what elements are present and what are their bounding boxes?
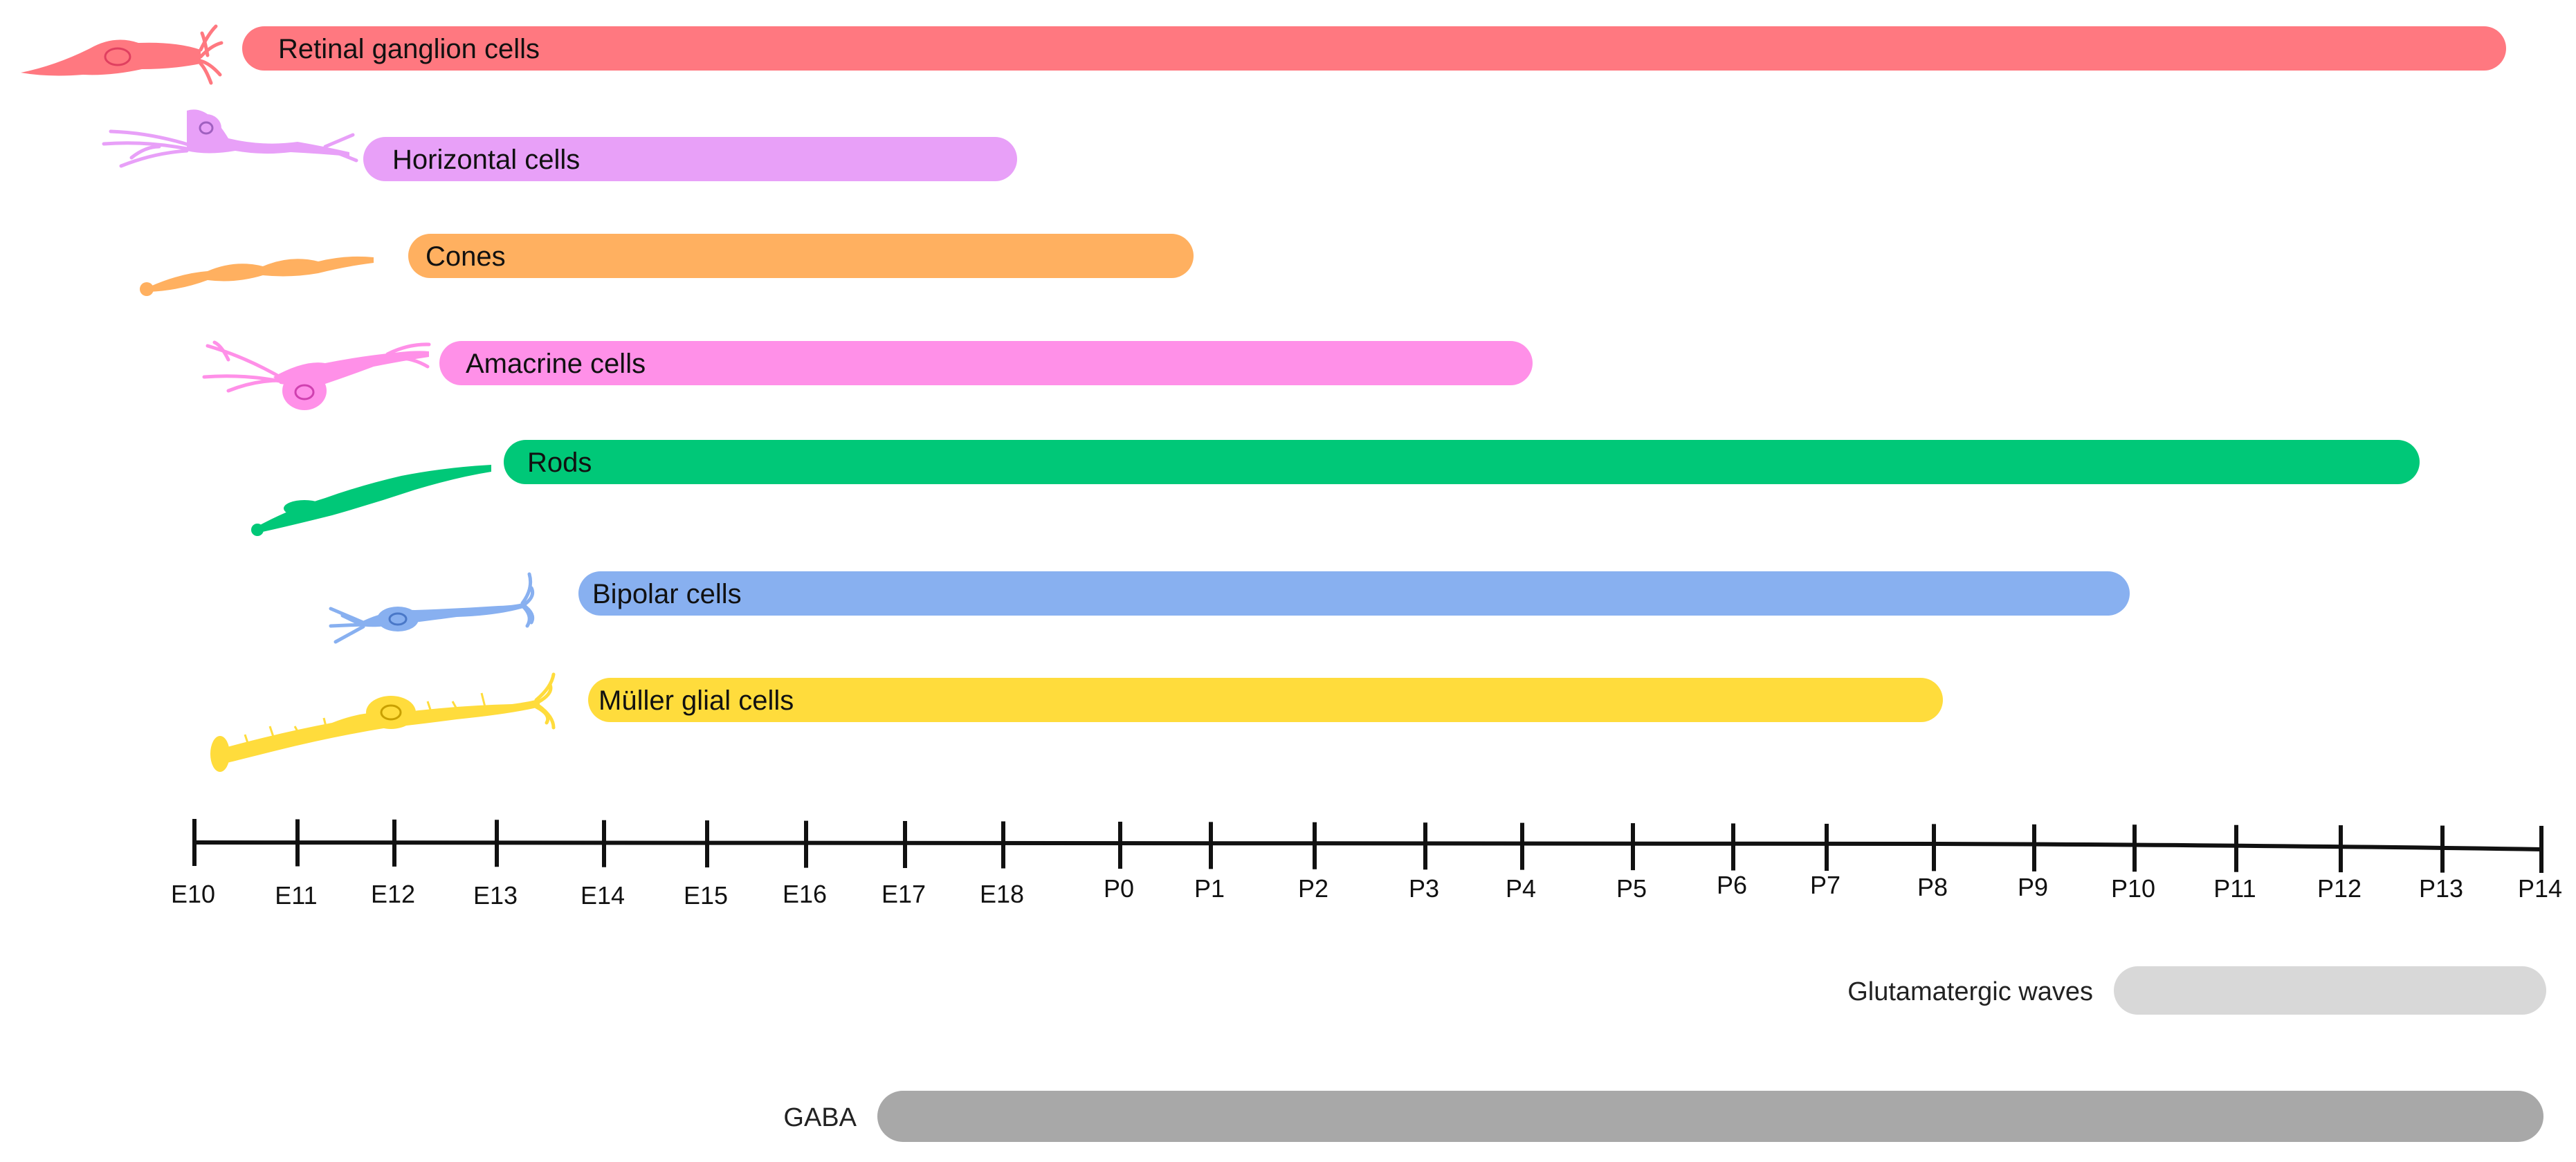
time-axis: E10 E11 E12 E13 E14 E15 E16 E17 E18 P0 P1 P2 P3 P4 P5 P… bbox=[171, 819, 2562, 910]
axis-tick-label: P14 bbox=[2518, 874, 2562, 903]
axis-tick-label: P0 bbox=[1104, 874, 1134, 903]
cell-row-0: Retinal ganglion cells bbox=[21, 24, 2506, 85]
axis-tick-label: P11 bbox=[2213, 874, 2256, 903]
ganglion-neuron-icon bbox=[21, 24, 223, 85]
cell-row-5: Bipolar cells bbox=[329, 571, 2130, 644]
muller-glia-icon bbox=[210, 672, 556, 772]
cell-bar-label: Müller glial cells bbox=[599, 685, 794, 716]
cell-bar-label: Cones bbox=[426, 241, 506, 272]
axis-tick-label: P10 bbox=[2111, 874, 2155, 903]
cell-bar-label: Rods bbox=[527, 448, 592, 478]
axis-tick-label: E16 bbox=[783, 880, 827, 908]
cell-bar-label: Bipolar cells bbox=[592, 579, 742, 609]
wave-label: GABA bbox=[783, 1103, 857, 1132]
axis-tick-label: P4 bbox=[1506, 874, 1536, 903]
cell-bar bbox=[504, 440, 2420, 484]
amacrine-cell-icon bbox=[202, 340, 431, 410]
cell-row-1: Horizontal cells bbox=[102, 109, 1017, 181]
cell-bar-label: Retinal ganglion cells bbox=[278, 34, 540, 64]
axis-tick-label: E12 bbox=[371, 880, 415, 908]
cell-row-6: Müller glial cells bbox=[210, 672, 1943, 772]
horizontal-cell-icon bbox=[102, 109, 358, 168]
axis-tick-label: E17 bbox=[881, 880, 926, 908]
axis-tick-label: P5 bbox=[1616, 874, 1647, 903]
cell-bar bbox=[408, 234, 1194, 278]
axis-tick-label: P8 bbox=[1917, 873, 1948, 901]
wave-row-1: GABA bbox=[783, 1091, 2543, 1142]
cell-bar bbox=[242, 26, 2506, 71]
axis-line bbox=[194, 840, 2542, 851]
axis-tick-label: E18 bbox=[980, 880, 1024, 908]
axis-tick-label: E13 bbox=[473, 881, 518, 910]
axis-tick-label: E10 bbox=[171, 880, 215, 908]
cell-bar bbox=[363, 137, 1017, 181]
axis-tick-label: E15 bbox=[684, 881, 728, 910]
cell-bar bbox=[588, 678, 1943, 722]
cell-bar-label: Amacrine cells bbox=[466, 349, 646, 379]
wave-row-0: Glutamatergic waves bbox=[1847, 966, 2546, 1015]
rod-photoreceptor-icon bbox=[251, 465, 491, 536]
axis-tick-label: P9 bbox=[2018, 873, 2048, 901]
wave-bar bbox=[2114, 966, 2546, 1015]
axis-tick-label: P3 bbox=[1409, 874, 1439, 903]
cell-row-4: Rods bbox=[251, 440, 2420, 536]
cell-row-3: Amacrine cells bbox=[202, 340, 1533, 410]
axis-tick-label: E11 bbox=[275, 881, 317, 910]
axis-tick-label: E14 bbox=[581, 881, 625, 910]
cell-bar-label: Horizontal cells bbox=[392, 145, 580, 175]
wave-label: Glutamatergic waves bbox=[1847, 977, 2093, 1006]
axis-tick-label: P7 bbox=[1810, 871, 1840, 899]
axis-tick-label: P2 bbox=[1298, 874, 1328, 903]
axis-tick-label: P1 bbox=[1194, 874, 1225, 903]
cell-bar bbox=[578, 571, 2130, 616]
wave-rows: Glutamatergic waves GABA bbox=[783, 966, 2546, 1142]
cell-row-2: Cones bbox=[140, 234, 1194, 296]
bipolar-cell-icon bbox=[329, 572, 535, 644]
cone-photoreceptor-icon bbox=[140, 256, 374, 296]
cell-type-rows: Retinal ganglion cells Horizontal cells Co… bbox=[21, 24, 2506, 772]
axis-tick-label: P6 bbox=[1717, 871, 1747, 899]
cell-bar bbox=[439, 341, 1533, 385]
axis-tick-label: P12 bbox=[2317, 874, 2362, 903]
wave-bar bbox=[877, 1091, 2543, 1142]
axis-tick-label: P13 bbox=[2419, 874, 2463, 903]
